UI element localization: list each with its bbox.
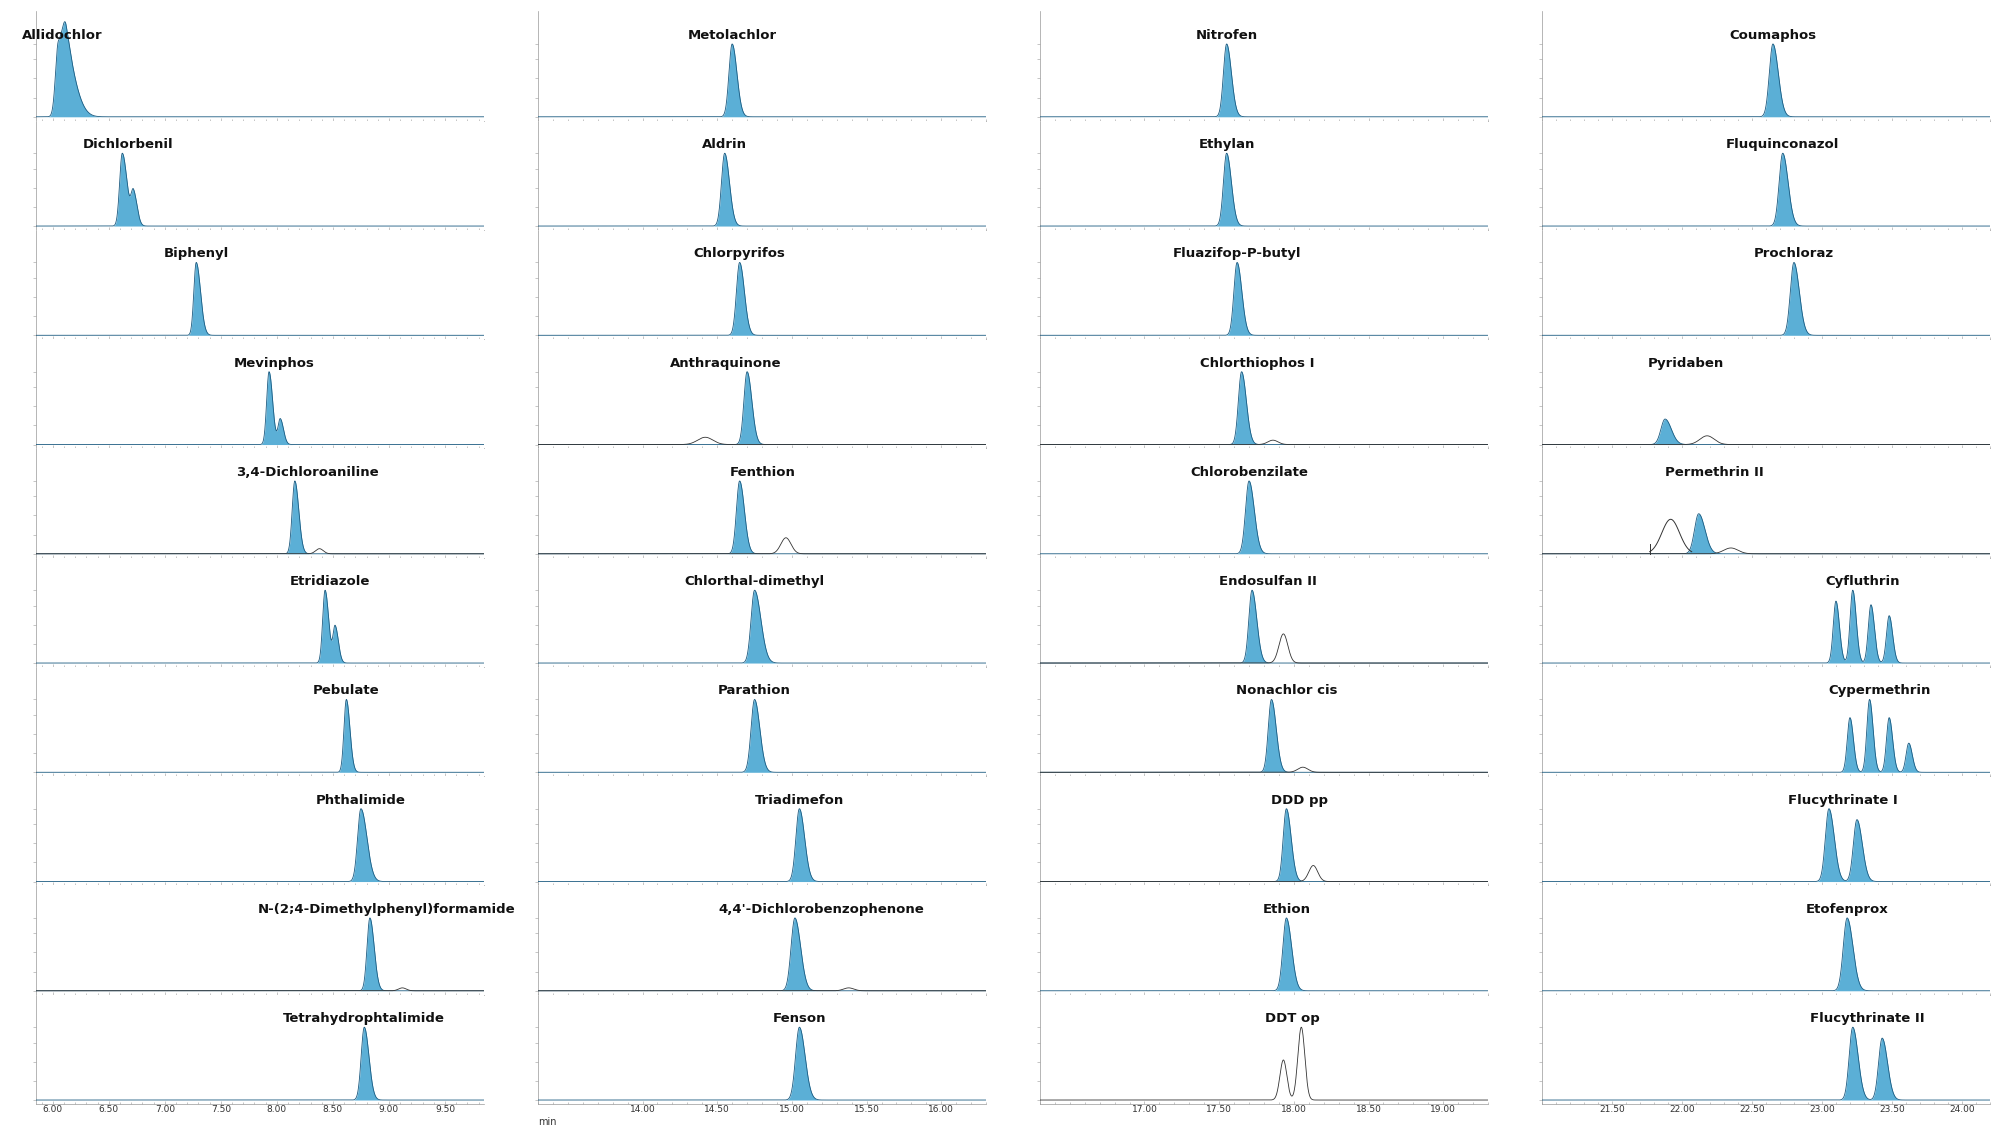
Text: Ethion: Ethion [1262, 902, 1310, 916]
Text: Etridiazole: Etridiazole [290, 575, 370, 588]
Text: Parathion: Parathion [718, 684, 790, 698]
Text: min: min [538, 1118, 556, 1127]
Text: Etofenprox: Etofenprox [1806, 902, 1888, 916]
Text: Fluazifop-P-butyl: Fluazifop-P-butyl [1172, 247, 1302, 261]
Text: Nonachlor cis: Nonachlor cis [1236, 684, 1338, 698]
Text: Cypermethrin: Cypermethrin [1828, 684, 1930, 698]
Text: Phthalimide: Phthalimide [316, 793, 406, 807]
Text: 4,4'-Dichlorobenzophenone: 4,4'-Dichlorobenzophenone [718, 902, 924, 916]
Text: Metolachlor: Metolachlor [688, 28, 776, 42]
Text: Chlorthal-dimethyl: Chlorthal-dimethyl [684, 575, 824, 588]
Text: Flucythrinate I: Flucythrinate I [1788, 793, 1898, 807]
Text: Dichlorbenil: Dichlorbenil [82, 138, 174, 151]
Text: 3,4-Dichloroaniline: 3,4-Dichloroaniline [236, 465, 378, 479]
Text: DDT op: DDT op [1264, 1012, 1320, 1025]
Text: Aldrin: Aldrin [702, 138, 748, 151]
Text: Prochloraz: Prochloraz [1754, 247, 1834, 261]
Text: Endosulfan II: Endosulfan II [1218, 575, 1316, 588]
Text: Fluquinconazol: Fluquinconazol [1726, 138, 1840, 151]
Text: Triadimefon: Triadimefon [754, 793, 844, 807]
Text: Nitrofen: Nitrofen [1196, 28, 1258, 42]
Text: N-(2;4-Dimethylphenyl)formamide: N-(2;4-Dimethylphenyl)formamide [258, 902, 514, 916]
Text: Tetrahydrophtalimide: Tetrahydrophtalimide [284, 1012, 446, 1025]
Text: Fenson: Fenson [772, 1012, 826, 1025]
Text: Ethylan: Ethylan [1198, 138, 1254, 151]
Text: Chlorthiophos I: Chlorthiophos I [1200, 356, 1314, 370]
Text: Anthraquinone: Anthraquinone [670, 356, 782, 370]
Text: Chlorobenzilate: Chlorobenzilate [1190, 465, 1308, 479]
Text: Coumaphos: Coumaphos [1730, 28, 1816, 42]
Text: DDD pp: DDD pp [1272, 793, 1328, 807]
Text: Biphenyl: Biphenyl [164, 247, 228, 261]
Text: Flucythrinate II: Flucythrinate II [1810, 1012, 1924, 1025]
Text: Allidochlor: Allidochlor [22, 28, 102, 42]
Text: Permethrin II: Permethrin II [1666, 465, 1764, 479]
Text: Pyridaben: Pyridaben [1648, 356, 1724, 370]
Text: Chlorpyrifos: Chlorpyrifos [694, 247, 786, 261]
Text: Cyfluthrin: Cyfluthrin [1824, 575, 1900, 588]
Text: Mevinphos: Mevinphos [234, 356, 316, 370]
Text: Fenthion: Fenthion [730, 465, 796, 479]
Text: Pebulate: Pebulate [314, 684, 380, 698]
